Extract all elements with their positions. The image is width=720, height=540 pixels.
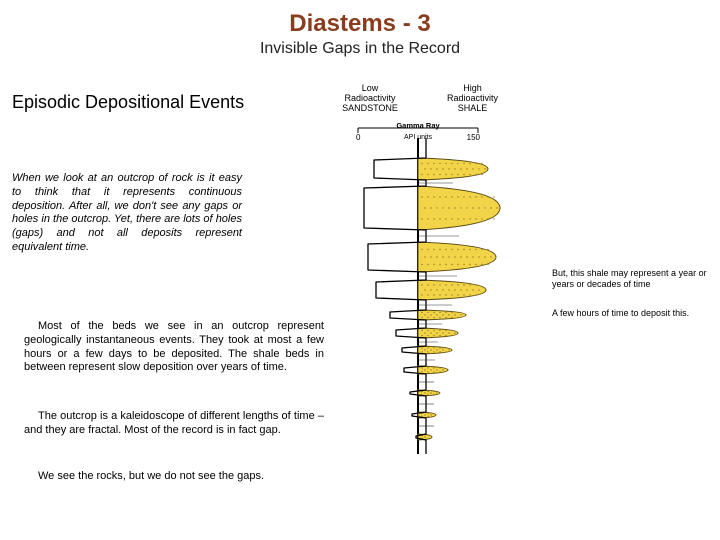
label-sandstone: SANDSTONE (330, 104, 410, 114)
label-shale: SHALE (433, 104, 513, 114)
svg-text:Gamma Ray: Gamma Ray (396, 122, 440, 130)
page: Diastems - 3 Invisible Gaps in the Recor… (0, 0, 720, 540)
annotation-shale-time: But, this shale may represent a year or … (552, 268, 720, 290)
chart-header-left: Low Radioactivity SANDSTONE (330, 84, 410, 114)
svg-text:0: 0 (356, 133, 361, 142)
paragraph-4: We see the rocks, but we do not see the … (24, 470, 334, 484)
page-subtitle: Invisible Gaps in the Record (0, 40, 720, 58)
paragraph-1: When we look at an outcrop of rock is it… (12, 172, 242, 255)
paragraph-2: Most of the beds we see in an outcrop re… (24, 320, 324, 375)
page-title: Diastems - 3 (0, 0, 720, 38)
svg-text:150: 150 (467, 133, 481, 142)
chart-header-labels: Low Radioactivity SANDSTONE High Radioac… (330, 84, 530, 114)
paragraph-3: The outcrop is a kaleidoscope of differe… (24, 410, 324, 438)
well-log-diagram: 0150Gamma RayAPI units (334, 122, 546, 502)
chart-header-right: High Radioactivity SHALE (433, 84, 513, 114)
annotation-sand-time: A few hours of time to deposit this. (552, 308, 720, 319)
section-heading: Episodic Depositional Events (12, 92, 244, 113)
